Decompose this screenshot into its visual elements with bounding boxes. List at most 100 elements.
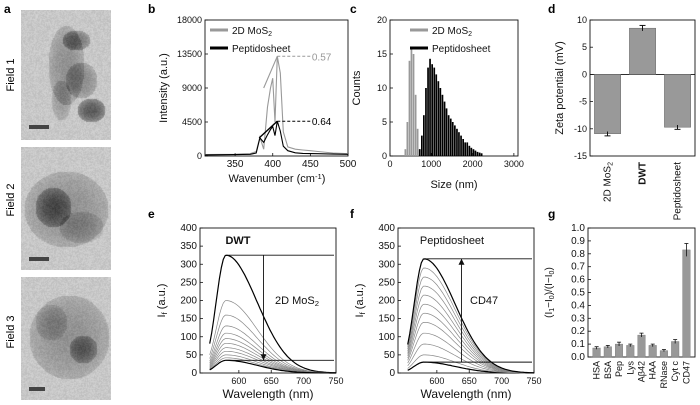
x-tick-label: 700 (296, 376, 311, 386)
ratio-annotation: 0.57 (312, 52, 332, 63)
bar-peptidosheet (449, 118, 452, 156)
x-tick-label: 700 (494, 376, 509, 386)
selectivity-bar (626, 345, 635, 358)
plot-frame (589, 19, 696, 157)
y-tick-label: 18000 (177, 15, 202, 25)
panel-letter-b: b (148, 2, 155, 16)
y-tick-label: 50 (384, 350, 396, 361)
category-label: RNase (659, 361, 669, 389)
bar-mos2 (406, 122, 409, 156)
y-tick-label: 150 (180, 314, 197, 325)
arrow-head (260, 354, 267, 361)
y-tick-label: 20 (377, 15, 387, 25)
y-tick-label: -10 (574, 124, 587, 134)
series-peptidosheet-line (204, 121, 349, 156)
y-tick-label: 10 (377, 83, 387, 93)
x-tick-label: 650 (264, 376, 279, 386)
bar-peptidosheet (437, 81, 440, 156)
bar-peptidosheet (474, 150, 477, 156)
y-tick-label: 4500 (182, 117, 202, 127)
spectrum-curve (407, 258, 535, 374)
category-label: Pep (614, 361, 624, 377)
y-tick-label: 350 (378, 241, 395, 252)
y-tick-label: 400 (378, 223, 395, 234)
y-tick-label: 10 (577, 15, 587, 25)
bar-peptidosheet (431, 64, 433, 156)
bar-peptidosheet (470, 147, 473, 156)
bar-peptidosheet (460, 135, 462, 156)
x-tick-label: 0 (387, 159, 392, 169)
selectivity-bar (592, 347, 601, 358)
zeta-bar (664, 74, 691, 128)
legend-label: Peptidosheet (232, 44, 291, 55)
bar-peptidosheet (447, 115, 450, 156)
x-axis-label: Wavelength (nm) (421, 387, 512, 401)
ratio-annotation: 0.64 (312, 117, 332, 128)
x-tick-label: 3000 (504, 159, 524, 169)
legend-label: 2D MoS2 (232, 26, 272, 38)
scale-bar (29, 387, 45, 391)
panel-letter-d: d (548, 2, 555, 16)
category-label: Cyt c (670, 361, 680, 382)
bar-peptidosheet (458, 132, 460, 156)
x-tick-label: 650 (462, 376, 477, 386)
field-1-label: Field 1 (5, 58, 17, 91)
y-tick-label: 0.6 (571, 275, 585, 286)
x-tick-label: 750 (526, 376, 541, 386)
y-tick-label: 5 (582, 42, 587, 52)
selectivity-bar (682, 249, 691, 358)
bar-mos2 (410, 47, 413, 157)
bar-peptidosheet (445, 108, 448, 156)
y-tick-label: 0.8 (571, 249, 585, 260)
scale-bar (29, 125, 49, 129)
y-tick-label: 0.0 (571, 352, 585, 363)
x-tick-label: 750 (328, 376, 343, 386)
category-label: CD47 (681, 361, 691, 384)
chart-selectivity: 0.0 0.1 0.2 0.3 0.40.5 0.6 0.7 0.8 0.9 1.0 (I1−I0)… (544, 223, 696, 389)
category-label: HAA (648, 361, 658, 380)
y-tick-label: 0 (191, 368, 197, 379)
y-tick-label: 0 (582, 69, 587, 79)
x-tick-label: 2000 (463, 159, 483, 169)
y-axis-label: Counts (351, 70, 363, 105)
y-tick-label: 150 (378, 314, 395, 325)
selectivity-bar (637, 334, 646, 358)
bar-mos2 (408, 60, 411, 156)
y-tick-label: 0.5 (571, 288, 585, 299)
tem-image-field-3 (21, 277, 111, 400)
x-tick-label: 350 (227, 159, 244, 170)
panel-letter-f: f (350, 207, 355, 221)
bar-peptidosheet (443, 101, 446, 156)
y-tick-label: 100 (378, 332, 395, 343)
category-label: 2D MoS2 (603, 162, 615, 202)
bar-peptidosheet (421, 135, 423, 156)
chart-raman: 0 4500 9000 13500 18000 350 400 450 500 Wavenumbe… (158, 15, 357, 185)
curve-label-peptidosheet: Peptidosheet (420, 235, 484, 247)
category-label: BSA (603, 361, 613, 379)
field-2-label: Field 2 (5, 183, 17, 216)
selectivity-bar (603, 346, 612, 358)
chart-size-histogram: 0 5 10 15 20 0 1000 2000 3000 Size (nm) Counts 2D M… (351, 15, 524, 191)
panel-letter-e: e (148, 207, 155, 221)
y-tick-label: 250 (180, 277, 197, 288)
x-axis-label: Wavenumber (cm-1) (229, 172, 326, 185)
y-tick-label: 200 (378, 296, 395, 307)
arrow-head (458, 258, 465, 265)
bar-peptidosheet (429, 58, 431, 156)
ratio-line-peptidosheet (258, 120, 278, 139)
selectivity-bar (648, 345, 657, 358)
y-axis-label: If (a.u.) (156, 284, 169, 318)
y-tick-label: 1.0 (571, 223, 585, 234)
bar-peptidosheet (456, 128, 458, 156)
y-tick-label: 100 (180, 332, 197, 343)
panel-letter-c: c (350, 2, 357, 16)
category-label: Lys (625, 361, 635, 375)
spectrum-curve (407, 276, 534, 374)
y-tick-label: 0.2 (571, 326, 585, 337)
category-label: Peptidosheet (673, 162, 684, 221)
bar-mos2 (416, 128, 419, 156)
y-tick-label: 15 (377, 49, 387, 59)
tem-image-field-2 (21, 147, 111, 270)
bar-peptidosheet (468, 145, 471, 156)
bar-peptidosheet (435, 74, 438, 156)
